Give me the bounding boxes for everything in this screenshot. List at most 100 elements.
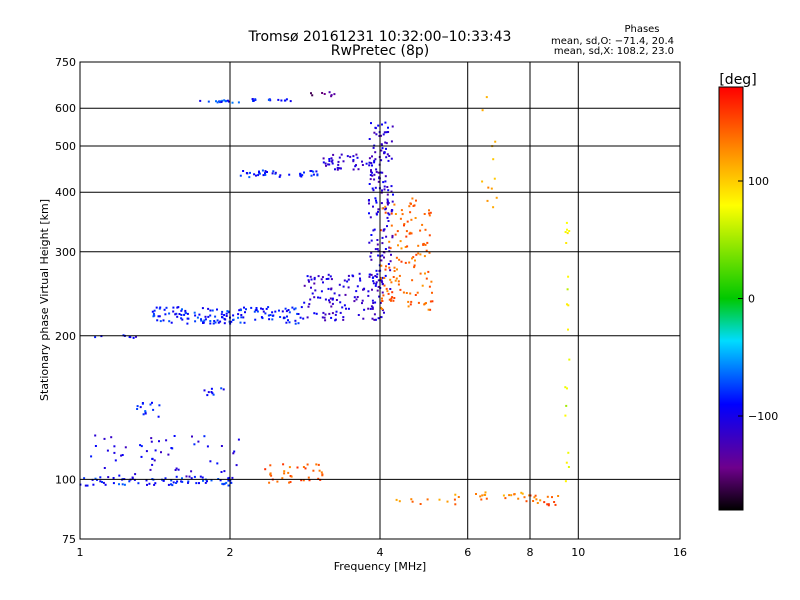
data-point — [392, 276, 395, 278]
data-point — [129, 336, 132, 339]
data-point — [269, 473, 272, 476]
data-point — [373, 159, 376, 162]
data-point — [429, 300, 432, 303]
data-point — [428, 285, 431, 288]
data-point — [313, 296, 316, 299]
data-point — [385, 287, 388, 290]
data-point — [398, 500, 401, 503]
data-point — [382, 181, 385, 184]
data-point — [341, 306, 344, 309]
data-point — [342, 285, 345, 288]
data-point — [566, 387, 568, 390]
data-point — [361, 299, 364, 302]
data-point — [377, 279, 380, 282]
data-point — [344, 293, 347, 296]
data-point — [190, 477, 193, 480]
data-point — [377, 180, 380, 183]
data-point — [330, 94, 333, 97]
data-point — [369, 216, 372, 219]
data-point — [246, 172, 249, 175]
data-point — [121, 454, 124, 456]
data-point — [368, 138, 371, 140]
data-point — [377, 124, 380, 127]
data-point — [412, 256, 415, 259]
data-point — [371, 317, 374, 320]
data-point — [390, 297, 393, 300]
data-point — [206, 480, 208, 483]
data-point — [136, 408, 139, 410]
data-point — [481, 109, 484, 112]
data-point — [255, 174, 257, 177]
data-point — [132, 336, 135, 339]
data-point — [184, 309, 187, 312]
data-point — [92, 483, 95, 486]
data-point — [371, 164, 373, 167]
data-point — [330, 278, 333, 281]
data-point — [565, 461, 568, 464]
data-point — [378, 295, 381, 298]
data-point — [404, 246, 407, 248]
data-point — [566, 303, 568, 306]
data-point — [384, 175, 387, 178]
data-point — [374, 197, 377, 200]
data-point — [368, 241, 371, 244]
data-point — [408, 232, 411, 235]
data-point — [253, 173, 256, 176]
data-point — [121, 483, 124, 486]
data-point — [392, 193, 394, 196]
data-point — [370, 169, 372, 172]
data-point — [487, 186, 490, 189]
data-point — [328, 163, 331, 166]
data-point — [368, 164, 371, 167]
data-point — [177, 468, 180, 471]
data-point — [368, 157, 371, 160]
data-point — [311, 292, 314, 295]
data-point — [495, 196, 498, 199]
data-point — [249, 171, 251, 174]
data-point — [373, 228, 376, 231]
data-point — [564, 386, 567, 389]
data-point — [368, 161, 371, 164]
data-point — [382, 294, 385, 297]
data-point — [309, 170, 312, 172]
data-point — [221, 99, 224, 102]
data-point — [144, 412, 147, 415]
data-point — [421, 223, 424, 226]
data-point — [340, 153, 343, 156]
data-point — [288, 311, 291, 314]
data-point — [243, 306, 245, 309]
data-point — [164, 313, 167, 316]
data-point — [309, 275, 312, 278]
data-point — [334, 319, 337, 322]
data-point — [209, 322, 212, 325]
data-point — [376, 273, 379, 276]
data-point — [308, 280, 310, 283]
data-point — [223, 99, 226, 102]
data-point — [493, 177, 496, 180]
data-point — [168, 320, 171, 323]
data-point — [380, 279, 383, 282]
data-point — [387, 292, 390, 295]
data-point — [313, 282, 316, 285]
data-point — [424, 272, 426, 275]
data-point — [153, 314, 155, 317]
data-point — [216, 319, 219, 322]
data-point — [391, 236, 394, 239]
data-point — [170, 479, 173, 482]
data-point — [321, 276, 324, 279]
data-point — [428, 251, 431, 254]
data-point — [154, 449, 157, 452]
data-point — [427, 308, 430, 311]
data-point — [242, 170, 245, 172]
data-point — [242, 316, 245, 319]
data-point — [376, 239, 379, 241]
data-point — [312, 170, 315, 173]
data-point — [253, 310, 256, 313]
x-tick-label: 6 — [464, 546, 471, 559]
data-point — [406, 245, 409, 248]
data-point — [175, 475, 178, 478]
data-point — [283, 470, 286, 473]
data-point — [209, 460, 212, 463]
data-point — [410, 218, 413, 221]
data-point — [389, 278, 392, 281]
